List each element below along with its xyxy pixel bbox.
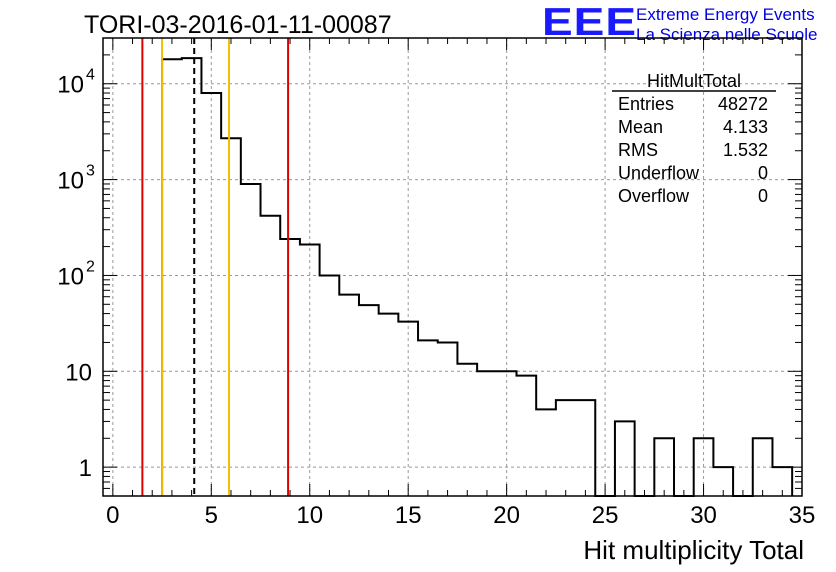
x-tick-label: 30 (690, 502, 717, 529)
x-tick-label: 5 (205, 502, 218, 529)
plot-frame (102, 37, 803, 497)
x-axis-label: Hit multiplicity Total (583, 535, 804, 565)
y-tick-label: 10 (57, 168, 84, 195)
y-tick-exponent: 3 (86, 163, 95, 180)
y-tick-exponent: 2 (86, 258, 95, 275)
x-tick-label: 20 (493, 502, 520, 529)
stats-value: 0 (758, 163, 768, 183)
histogram-step-line (161, 57, 794, 497)
stats-value: 1.532 (723, 140, 768, 160)
stats-label: Underflow (618, 163, 700, 183)
y-tick-label: 10 (65, 359, 92, 386)
x-tick-label: 15 (395, 502, 422, 529)
stats-label: RMS (618, 140, 658, 160)
eee-logo: EEE (542, 0, 638, 44)
logo-subtitle-1: Extreme Energy Events (636, 5, 815, 24)
stats-value: 0 (758, 186, 768, 206)
stats-box-title: HitMultTotal (647, 71, 741, 91)
y-tick-exponent: 4 (86, 67, 95, 84)
y-tick-label: 10 (57, 263, 84, 290)
stats-value: 4.133 (723, 117, 768, 137)
x-tick-label: 10 (296, 502, 323, 529)
x-tick-label: 0 (106, 502, 119, 529)
stats-label: Overflow (618, 186, 690, 206)
y-tick-label: 1 (79, 455, 92, 482)
y-tick-label: 10 (57, 72, 84, 99)
x-tick-label: 25 (592, 502, 619, 529)
stats-value: 48272 (718, 94, 768, 114)
chart-title: TORI-03-2016-01-11-00087 (84, 11, 392, 39)
logo-subtitle-2: La Scienza nelle Scuole (636, 25, 818, 44)
stats-label: Entries (618, 94, 674, 114)
stats-label: Mean (618, 117, 663, 137)
x-tick-label: 35 (789, 502, 816, 529)
